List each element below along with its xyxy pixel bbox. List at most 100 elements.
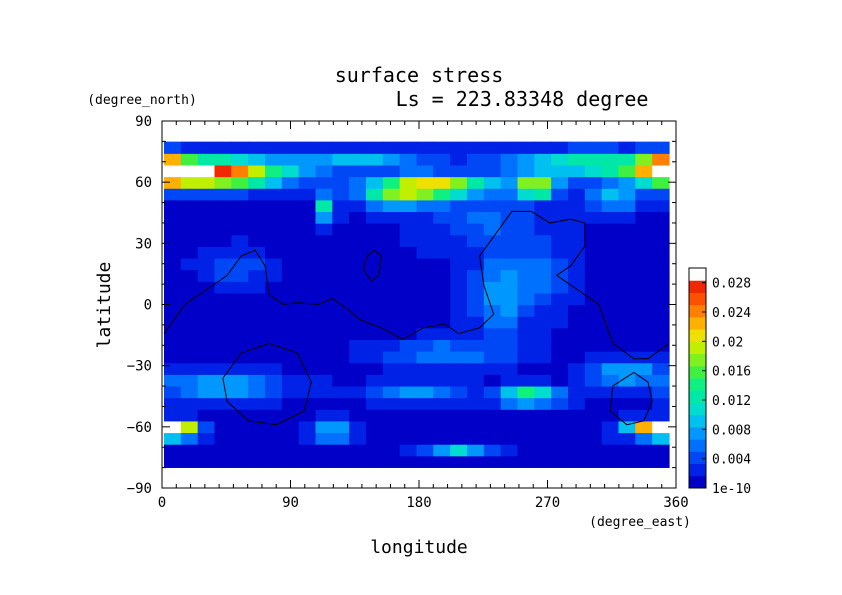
- heatmap-cell: [618, 188, 636, 201]
- heatmap-cell: [652, 327, 670, 340]
- heatmap-cell: [652, 164, 670, 178]
- heatmap-cell: [483, 397, 502, 410]
- colorbar-label: 0.024: [712, 306, 751, 321]
- heatmap-cell: [399, 188, 418, 201]
- heatmap-cell: [281, 304, 300, 317]
- heatmap-cell: [231, 304, 249, 317]
- heatmap-cell: [652, 257, 670, 271]
- heatmap-cell: [534, 409, 552, 422]
- heatmap-cell: [500, 409, 519, 422]
- heatmap-cell: [467, 223, 485, 236]
- heatmap-cell: [349, 316, 367, 329]
- heatmap-cell: [534, 304, 552, 317]
- heatmap-cell: [332, 153, 350, 166]
- heatmap-cell: [601, 339, 620, 352]
- heatmap-cell: [483, 153, 502, 166]
- heatmap-cell: [281, 211, 300, 224]
- heatmap-cell: [601, 374, 620, 387]
- heatmap-cell: [399, 199, 418, 213]
- heatmap-cell: [483, 141, 502, 154]
- heatmap-cell: [551, 362, 569, 375]
- heatmap-cell: [568, 409, 586, 422]
- heatmap-cell: [315, 327, 333, 340]
- heatmap-cell: [164, 385, 182, 399]
- heatmap-cell: [298, 385, 317, 399]
- heatmap-cell: [214, 304, 232, 317]
- heatmap-cell: [231, 164, 249, 178]
- heatmap-cell: [450, 316, 468, 329]
- heatmap-cell: [281, 397, 300, 410]
- heatmap-cell: [298, 444, 317, 457]
- heatmap-cell: [298, 257, 317, 271]
- heatmap-cell: [601, 164, 620, 178]
- heatmap-cell: [332, 141, 350, 154]
- heatmap-cell: [231, 327, 249, 340]
- heatmap-cell: [618, 455, 636, 468]
- heatmap-cell: [416, 409, 434, 422]
- heatmap-cell: [248, 316, 266, 329]
- heatmap-cell: [332, 444, 350, 457]
- heatmap-cell: [298, 374, 317, 387]
- heatmap-cell: [416, 176, 434, 189]
- heatmap-cell: [584, 246, 603, 259]
- heatmap-cell: [568, 292, 586, 306]
- heatmap-cell: [635, 304, 653, 317]
- topography-contours: [163, 210, 670, 426]
- heatmap-cell: [517, 339, 535, 352]
- heatmap-cell: [231, 223, 249, 236]
- heatmap-cell: [315, 176, 333, 189]
- heatmap-cell: [265, 397, 283, 410]
- heatmap-cell: [366, 257, 384, 271]
- heatmap-cell: [584, 374, 603, 387]
- heatmap-cell: [265, 409, 283, 422]
- heatmap-cell: [180, 455, 199, 468]
- heatmap-cell: [180, 246, 199, 259]
- heatmap-cell: [349, 385, 367, 399]
- heatmap-cell: [500, 351, 519, 364]
- heatmap-cell: [483, 292, 502, 306]
- heatmap-cell: [433, 420, 451, 434]
- heatmap-cell: [534, 269, 552, 282]
- heatmap-cell: [534, 223, 552, 236]
- heatmap-cell: [652, 281, 670, 294]
- heatmap-cell: [399, 455, 418, 468]
- heatmap-cell: [483, 316, 502, 329]
- heatmap-cell: [180, 327, 199, 340]
- heatmap-cell: [265, 164, 283, 178]
- heatmap-cell: [298, 351, 317, 364]
- heatmap-cell: [298, 455, 317, 468]
- heatmap-cell: [584, 397, 603, 410]
- heatmap-cell: [467, 316, 485, 329]
- heatmap-cell: [584, 432, 603, 445]
- heatmap-cell: [197, 211, 216, 224]
- heatmap-cell: [366, 292, 384, 306]
- heatmap-cell: [298, 432, 317, 445]
- heatmap-cell: [248, 444, 266, 457]
- heatmap-cell: [265, 246, 283, 259]
- heatmap-cell: [399, 385, 418, 399]
- heatmap-cell: [298, 409, 317, 422]
- heatmap-cell: [500, 257, 519, 271]
- heatmap-cell: [281, 327, 300, 340]
- heatmap-cell: [281, 281, 300, 294]
- heatmap-cell: [298, 269, 317, 282]
- heatmap-cell: [281, 385, 300, 399]
- heatmap-cell: [568, 246, 586, 259]
- heatmap-cell: [416, 304, 434, 317]
- heatmap-cell: [248, 269, 266, 282]
- heatmap-cell: [601, 362, 620, 375]
- heatmap-cell: [281, 188, 300, 201]
- heatmap-cell: [164, 362, 182, 375]
- heatmap-cell: [416, 362, 434, 375]
- heatmap-cell: [618, 374, 636, 387]
- heatmap-cell: [568, 164, 586, 178]
- heatmap-cell: [180, 257, 199, 271]
- heatmap-cell: [382, 444, 401, 457]
- heatmap-cell: [315, 269, 333, 282]
- heatmap-cell: [382, 199, 401, 213]
- heatmap-cell: [534, 432, 552, 445]
- heatmap-cell: [248, 257, 266, 271]
- heatmap-cell: [298, 199, 317, 213]
- heatmap-cell: [399, 432, 418, 445]
- heatmap-cell: [534, 385, 552, 399]
